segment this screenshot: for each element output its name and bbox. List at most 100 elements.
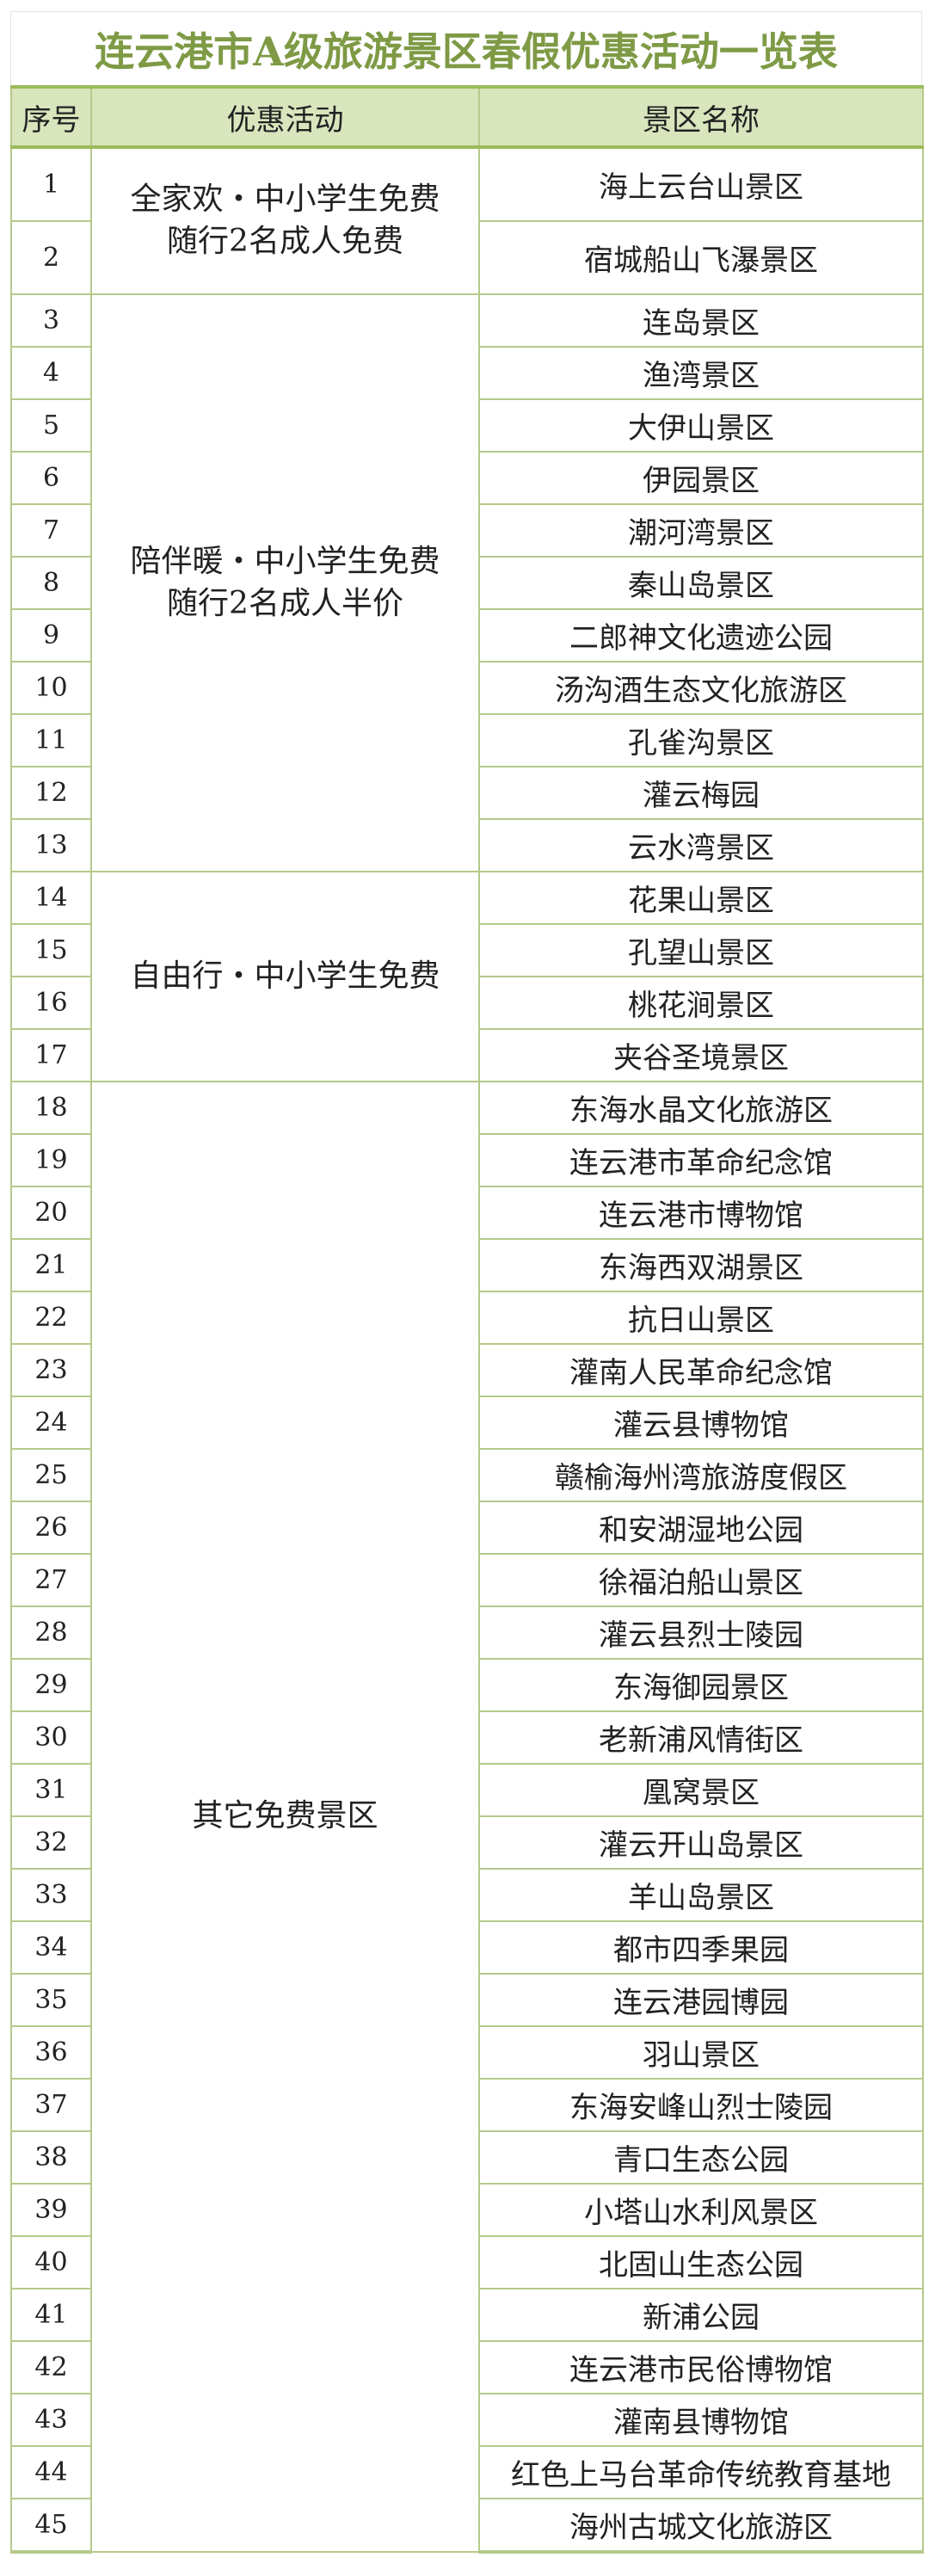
row-index: 3	[10, 293, 92, 348]
row-index: 6	[10, 451, 92, 505]
row-index: 10	[10, 661, 92, 715]
scenic-name: 大伊山景区	[478, 398, 924, 453]
scenic-name: 连云港市博物馆	[478, 1186, 924, 1240]
row-index: 18	[10, 1081, 92, 1135]
scenic-name: 伊园景区	[478, 451, 924, 505]
row-index: 5	[10, 398, 92, 453]
table-row: 17 夹谷圣境景区	[10, 1028, 924, 1082]
scenic-name: 花果山景区	[478, 871, 924, 925]
row-index: 30	[10, 1710, 92, 1765]
row-index: 36	[10, 2025, 92, 2080]
scenic-name: 宿城船山飞瀑景区	[478, 220, 924, 295]
table-row: 6 伊园景区	[10, 451, 924, 505]
activity-line: 陪伴暖・中小学生免费	[130, 543, 440, 579]
table-row: 27 徐福泊船山景区	[10, 1553, 924, 1607]
scenic-discount-table: 序号 优惠活动 景区名称 1 全家欢・中小学生免费 随行2名成人免费 海上云台山景区 2…	[10, 85, 924, 2554]
table-row: 11 孔雀沟景区	[10, 713, 924, 767]
row-index: 28	[10, 1605, 92, 1660]
table-row: 35 连云港园博园	[10, 1973, 924, 2027]
scenic-name: 桃花涧景区	[478, 976, 924, 1030]
scenic-name: 小塔山水利风景区	[478, 2183, 924, 2237]
scenic-name: 北固山生态公园	[478, 2235, 924, 2289]
scenic-name: 老新浦风情街区	[478, 1710, 924, 1765]
scenic-name: 灌云梅园	[478, 766, 924, 820]
row-index: 45	[10, 2498, 92, 2554]
table-row: 8 秦山岛景区	[10, 556, 924, 610]
row-index: 17	[10, 1028, 92, 1082]
table-row: 25 赣榆海州湾旅游度假区	[10, 1448, 924, 1502]
row-index: 22	[10, 1291, 92, 1345]
activity-cell: 全家欢・中小学生免费 随行2名成人免费	[90, 146, 480, 295]
table-row: 31 凰窝景区	[10, 1763, 924, 1817]
scenic-name: 夹谷圣境景区	[478, 1028, 924, 1082]
scenic-name: 海上云台山景区	[478, 146, 924, 222]
row-index: 37	[10, 2078, 92, 2132]
scenic-name: 东海御园景区	[478, 1658, 924, 1712]
scenic-name: 海州古城文化旅游区	[478, 2498, 924, 2554]
table-row: 20 连云港市博物馆	[10, 1186, 924, 1240]
row-index: 26	[10, 1501, 92, 1555]
scenic-name: 灌云开山岛景区	[478, 1815, 924, 1870]
scenic-name: 羊山岛景区	[478, 1868, 924, 1922]
activity-line: 自由行・中小学生免费	[130, 958, 440, 994]
scenic-name: 东海安峰山烈士陵园	[478, 2078, 924, 2132]
row-index: 1	[10, 146, 92, 222]
activity-cell: 其它免费景区	[90, 1081, 480, 2553]
scenic-name: 汤沟酒生态文化旅游区	[478, 661, 924, 715]
scenic-name: 孔雀沟景区	[478, 713, 924, 767]
activity-line: 随行2名成人半价	[167, 585, 403, 621]
row-index: 32	[10, 1815, 92, 1870]
row-index: 14	[10, 871, 92, 925]
scenic-name: 和安湖湿地公园	[478, 1501, 924, 1555]
row-index: 19	[10, 1133, 92, 1187]
header-index: 序号	[10, 85, 92, 149]
table-row: 24 灌云县博物馆	[10, 1396, 924, 1450]
table-row: 44 红色上马台革命传统教育基地	[10, 2445, 924, 2499]
title-box: 连云港市A级旅游景区春假优惠活动一览表	[10, 11, 922, 85]
table-row: 36 羽山景区	[10, 2025, 924, 2080]
table-row: 40 北固山生态公园	[10, 2235, 924, 2289]
table-row: 39 小塔山水利风景区	[10, 2183, 924, 2237]
scenic-name: 徐福泊船山景区	[478, 1553, 924, 1607]
row-index: 31	[10, 1763, 92, 1817]
table-row: 32 灌云开山岛景区	[10, 1815, 924, 1870]
table-row: 29 东海御园景区	[10, 1658, 924, 1712]
row-index: 25	[10, 1448, 92, 1502]
table-row: 38 青口生态公园	[10, 2130, 924, 2185]
table-row: 26 和安湖湿地公园	[10, 1501, 924, 1555]
row-index: 40	[10, 2235, 92, 2289]
table-row: 12 灌云梅园	[10, 766, 924, 820]
scenic-name: 凰窝景区	[478, 1763, 924, 1817]
row-index: 27	[10, 1553, 92, 1607]
scenic-name: 灌南县博物馆	[478, 2393, 924, 2447]
table-row: 21 东海西双湖景区	[10, 1238, 924, 1292]
table-row: 16 桃花涧景区	[10, 976, 924, 1030]
scenic-name: 青口生态公园	[478, 2130, 924, 2185]
scenic-name: 灌云县烈士陵园	[478, 1605, 924, 1660]
scenic-name: 秦山岛景区	[478, 556, 924, 610]
scenic-name: 东海西双湖景区	[478, 1238, 924, 1292]
scenic-name: 灌南人民革命纪念馆	[478, 1343, 924, 1397]
table-row: 30 老新浦风情街区	[10, 1710, 924, 1765]
header-activity: 优惠活动	[90, 85, 480, 149]
header-row: 序号 优惠活动 景区名称	[10, 85, 924, 149]
table-row: 3 陪伴暖・中小学生免费 随行2名成人半价 连岛景区	[10, 293, 924, 872]
table-body: 1 全家欢・中小学生免费 随行2名成人免费 海上云台山景区 2 宿城船山飞瀑景区 3 陪伴暖・…	[10, 146, 924, 2554]
scenic-name: 孔望山景区	[478, 923, 924, 977]
activity-cell: 自由行・中小学生免费	[90, 871, 480, 1082]
row-index: 23	[10, 1343, 92, 1397]
row-index: 12	[10, 766, 92, 820]
table-row: 9 二郎神文化遗迹公园	[10, 608, 924, 662]
scenic-name: 二郎神文化遗迹公园	[478, 608, 924, 662]
table-row: 43 灌南县博物馆	[10, 2393, 924, 2447]
scenic-name: 东海水晶文化旅游区	[478, 1081, 924, 1135]
row-index: 38	[10, 2130, 92, 2185]
table-row: 28 灌云县烈士陵园	[10, 1605, 924, 1660]
row-index: 8	[10, 556, 92, 610]
scenic-name: 抗日山景区	[478, 1291, 924, 1345]
scenic-name: 云水湾景区	[478, 818, 924, 872]
activity-cell: 陪伴暖・中小学生免费 随行2名成人半价	[90, 293, 480, 872]
row-index: 29	[10, 1658, 92, 1712]
row-index: 13	[10, 818, 92, 872]
row-index: 44	[10, 2445, 92, 2499]
